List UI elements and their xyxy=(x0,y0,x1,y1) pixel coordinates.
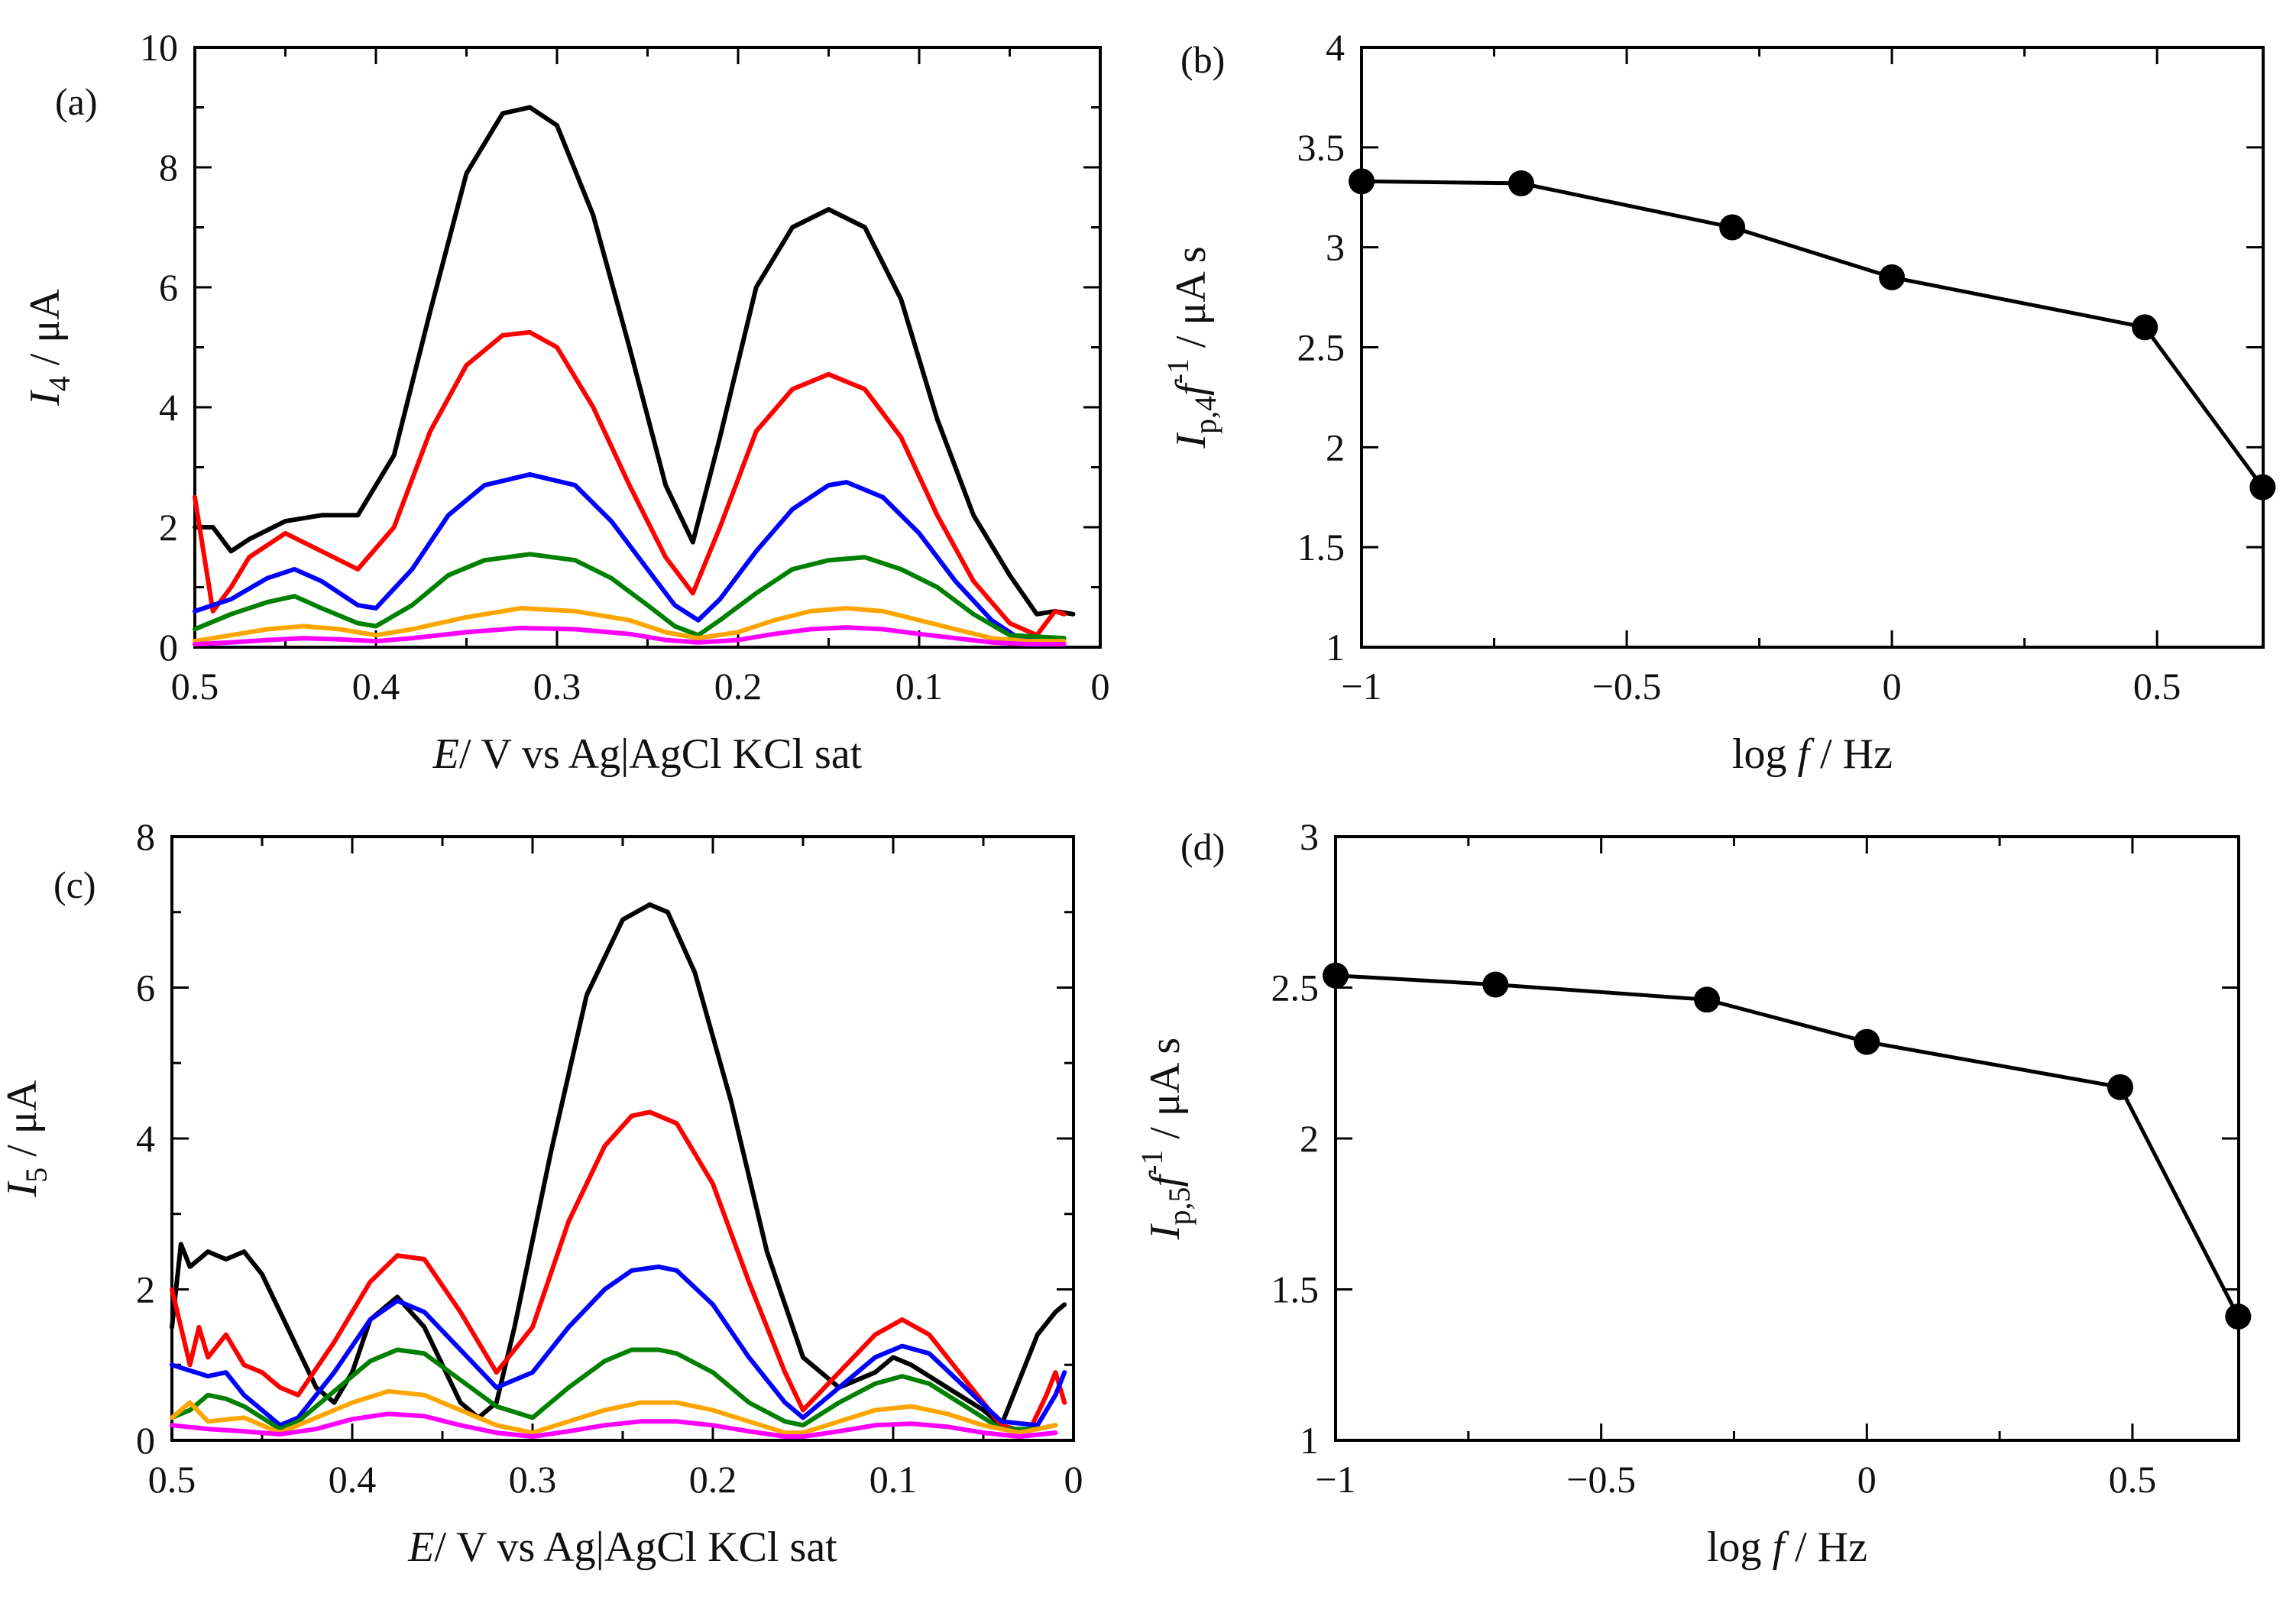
series-line-2 xyxy=(193,329,1067,638)
series-line-6 xyxy=(193,625,1067,647)
data-point xyxy=(1349,168,1375,195)
y-tick-label: 10 xyxy=(140,26,178,69)
x-tick-label: 0 xyxy=(1064,1458,1083,1501)
x-tick-label: 0 xyxy=(1883,665,1902,708)
y-tick-label: 1 xyxy=(1300,1419,1319,1462)
y-tick-label: 2.5 xyxy=(1297,326,1346,369)
y-axis-label: I5 / μA xyxy=(0,1080,53,1197)
y-tick-label: 0 xyxy=(159,626,178,669)
series-line xyxy=(1361,179,2265,489)
plot-frame xyxy=(170,835,1075,1442)
y-tick-label: 8 xyxy=(136,815,155,858)
x-tick-label: 0.1 xyxy=(870,1458,918,1501)
x-tick-label: 0.2 xyxy=(714,665,763,708)
x-tick-label: 0.4 xyxy=(352,665,400,708)
x-axis-label: E/ V vs Ag|AgCl KCl sat xyxy=(407,1524,837,1571)
data-point xyxy=(2249,474,2276,500)
panel-label: (d) xyxy=(1180,825,1225,868)
data-point xyxy=(1694,986,1721,1013)
data-point xyxy=(1854,1028,1880,1055)
data-point xyxy=(2107,1074,2133,1100)
y-tick-label: 1.5 xyxy=(1271,1268,1320,1311)
data-point xyxy=(1719,214,1746,241)
y-tick-label: 3 xyxy=(1326,226,1345,269)
y-tick-label: 2 xyxy=(1326,426,1345,468)
x-tick-label: −1 xyxy=(1315,1458,1355,1501)
series-line xyxy=(1335,973,2240,1318)
y-tick-label: 2 xyxy=(136,1268,155,1311)
y-axis-label: Ip,5f-1 / μA s xyxy=(1135,1038,1197,1240)
x-tick-label: 0 xyxy=(1857,1458,1877,1501)
series-line-3 xyxy=(193,471,1067,641)
panel-label: (a) xyxy=(55,80,98,123)
y-tick-label: 1 xyxy=(1326,626,1345,669)
panel-a: 0.5 0.4 0.3 0.2 0.1 0 0 2 4 6 8 10 (a) E/ V vs Ag|AgC… xyxy=(21,26,1110,778)
series-line-4 xyxy=(193,552,1067,641)
series-line-1 xyxy=(170,902,1067,1428)
y-tick-label: 3.5 xyxy=(1297,126,1346,169)
data-point xyxy=(1507,170,1534,196)
panel-b: −1 −0.5 0 0.5 1 1.5 2 2.5 3 3.5 4 (b) log f / Hz Ip,4… xyxy=(1161,26,2276,778)
x-tick-label: 0.5 xyxy=(2109,1458,2157,1501)
x-tick-label: −0.5 xyxy=(1592,665,1662,708)
plot-frame xyxy=(1334,835,2240,1442)
y-tick-label: 6 xyxy=(159,266,178,309)
data-point xyxy=(2132,314,2158,341)
x-axis-label: E/ V vs Ag|AgCl KCl sat xyxy=(432,730,863,778)
data-point xyxy=(1323,962,1349,989)
x-tick-label: −0.5 xyxy=(1566,1458,1636,1501)
plot-frame xyxy=(1360,46,2265,649)
y-tick-label: 8 xyxy=(159,146,178,189)
series-line-6 xyxy=(170,1411,1058,1440)
y-tick-label: 6 xyxy=(136,967,155,1009)
y-tick-label: 4 xyxy=(1326,26,1345,69)
series-line-1 xyxy=(193,105,1076,617)
panel-d: −1 −0.5 0 0.5 1 1.5 2 2.5 3 (d) log f / Hz Ip,5f-1 … xyxy=(1135,815,2252,1571)
series-line-2 xyxy=(170,1109,1067,1436)
data-point xyxy=(2225,1304,2252,1330)
y-tick-label: 2.5 xyxy=(1271,967,1320,1009)
panel-label: (b) xyxy=(1180,38,1225,81)
y-tick-label: 1.5 xyxy=(1297,526,1346,568)
x-tick-label: 0.5 xyxy=(171,665,219,708)
x-tick-label: 0.1 xyxy=(895,665,944,708)
x-tick-label: 0.3 xyxy=(509,1458,557,1501)
x-tick-label: 0.2 xyxy=(689,1458,737,1501)
y-tick-label: 2 xyxy=(159,506,178,549)
x-tick-label: 0.3 xyxy=(533,665,581,708)
y-tick-label: 4 xyxy=(159,386,178,429)
series-line-5 xyxy=(193,606,1067,644)
y-axis-label: I4 / μA xyxy=(21,289,76,406)
y-axis-label: Ip,4f-1 / μA s xyxy=(1161,246,1222,449)
x-tick-label: 0 xyxy=(1091,665,1110,708)
x-tick-label: −1 xyxy=(1341,665,1381,708)
series-line-4 xyxy=(170,1347,1058,1432)
panel-label: (c) xyxy=(53,863,96,906)
x-tick-label: 0.5 xyxy=(148,1458,196,1501)
x-axis-label: log f / Hz xyxy=(1732,730,1893,778)
x-tick-label: 0.4 xyxy=(329,1458,377,1501)
panel-c: 0.5 0.4 0.3 0.2 0.1 0 0 2 4 6 8 (c) E/ V vs Ag|AgCl … xyxy=(0,815,1083,1571)
x-axis-label: log f / Hz xyxy=(1707,1524,1867,1571)
y-tick-label: 3 xyxy=(1300,815,1319,858)
y-tick-label: 0 xyxy=(136,1419,155,1462)
series-line-3 xyxy=(170,1264,1067,1428)
y-tick-label: 4 xyxy=(136,1117,155,1160)
x-tick-label: 0.5 xyxy=(2133,665,2181,708)
data-point xyxy=(1879,264,1906,290)
y-tick-label: 2 xyxy=(1300,1117,1319,1160)
data-point xyxy=(1482,971,1509,998)
series-line-5 xyxy=(170,1388,1058,1436)
